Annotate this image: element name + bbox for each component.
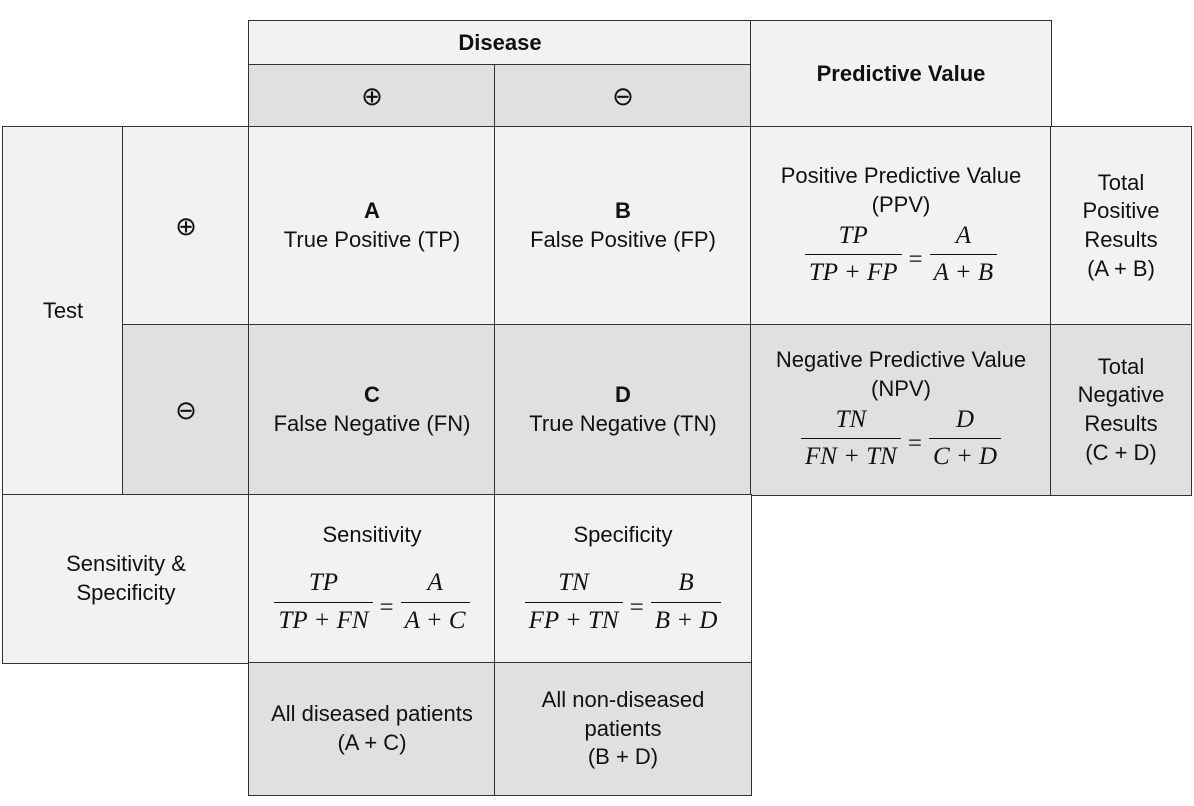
test-positive-row-header: ⊕ <box>122 126 250 326</box>
cell-letter: D <box>615 382 631 408</box>
all-non-diseased-patients: All non-diseased patients (B + D) <box>494 662 752 796</box>
fraction-denominator: FN + TN <box>800 438 901 474</box>
total-line: Results <box>1084 227 1158 252</box>
test-label: Test <box>42 297 84 323</box>
plus-circle-icon: ⊕ <box>175 211 197 241</box>
sensitivity-fraction-terms: TP TP + FN <box>274 567 373 638</box>
equals-sign: = <box>907 430 922 458</box>
test-negative-row-header: ⊖ <box>122 324 250 496</box>
fraction-denominator: C + D <box>928 438 1002 474</box>
fraction-numerator: B <box>678 569 694 597</box>
all-diseased-patients: All diseased patients (A + C) <box>248 662 496 796</box>
ppv-abbr: (PPV) <box>871 192 931 217</box>
specificity-formula: TN FP + TN = B B + D <box>521 567 726 637</box>
sensitivity-cell: Sensitivity TP TP + FN = A A + C <box>248 494 496 664</box>
ppv-fraction-letters: A A + B <box>929 220 998 290</box>
total-negative-results: Total Negative Results (C + D) <box>1050 324 1192 496</box>
total-line: Results <box>1084 411 1158 436</box>
sens-spec-label-line: Specificity <box>76 580 176 605</box>
predictive-value-label: Predictive Value <box>816 60 986 86</box>
total-line: (A + B) <box>1087 255 1155 281</box>
sensitivity-fraction-letters: A A + C <box>400 567 470 638</box>
minus-circle-icon: ⊖ <box>612 81 634 111</box>
equals-sign: = <box>908 246 923 274</box>
fraction-numerator: A <box>955 221 972 249</box>
npv-title: Negative Predictive Value <box>775 347 1027 373</box>
npv-cell: Negative Predictive Value (NPV) TN FN + … <box>750 324 1052 496</box>
sens-spec-label-line: Sensitivity & <box>66 551 186 577</box>
fraction-numerator: TN <box>835 405 867 433</box>
total-line: Positive <box>1082 198 1160 224</box>
cell-label: False Positive (FP) <box>530 227 716 252</box>
sensitivity-formula: TP TP + FN = A A + C <box>270 567 473 637</box>
sens-spec-label-cell: Sensitivity & Specificity <box>2 494 250 664</box>
ppv-formula: TP TP + FP = A A + B <box>801 220 1001 290</box>
specificity-cell: Specificity TN FP + TN = B B + D <box>494 494 752 664</box>
column-total-line: (B + D) <box>587 744 659 770</box>
cell-true-negative: D True Negative (TN) <box>494 324 752 496</box>
total-line: Total <box>1097 353 1145 379</box>
cell-letter: A <box>364 198 380 224</box>
equals-sign: = <box>629 594 644 622</box>
disease-label: Disease <box>458 29 542 55</box>
cell-label: True Negative (TN) <box>529 411 717 436</box>
fraction-numerator: TN <box>558 569 589 597</box>
total-line: Total <box>1097 169 1145 195</box>
specificity-fraction-letters: B B + D <box>650 567 722 638</box>
fraction-numerator: TP <box>308 569 339 597</box>
fraction-numerator: A <box>427 569 443 597</box>
fraction-denominator: A + C <box>400 601 470 638</box>
cell-true-positive: A True Positive (TP) <box>248 126 496 326</box>
fraction-denominator: A + B <box>929 254 998 290</box>
total-line: Negative <box>1077 382 1165 408</box>
plus-circle-icon: ⊕ <box>361 81 383 111</box>
specificity-fraction-terms: TN FP + TN <box>524 567 623 638</box>
npv-formula: TN FN + TN = D C + D <box>797 404 1005 474</box>
column-total-line: All diseased patients <box>271 701 473 727</box>
fraction-numerator: D <box>955 405 975 433</box>
fraction-denominator: TP + FN <box>274 601 373 638</box>
sensitivity-title: Sensitivity <box>322 521 422 547</box>
total-line: (C + D) <box>1085 439 1157 465</box>
ppv-title: Positive Predictive Value <box>780 163 1022 189</box>
minus-circle-icon: ⊖ <box>175 395 197 425</box>
npv-abbr: (NPV) <box>871 376 931 401</box>
fraction-denominator: TP + FP <box>804 254 902 290</box>
specificity-title: Specificity <box>573 521 673 547</box>
equals-sign: = <box>379 594 394 622</box>
npv-fraction-terms: TN FN + TN <box>800 404 901 474</box>
disease-header: Disease <box>248 20 752 66</box>
ppv-cell: Positive Predictive Value (PPV) TP TP + … <box>750 126 1052 326</box>
npv-fraction-letters: D C + D <box>928 404 1002 474</box>
column-total-line: All non-diseased <box>541 687 705 713</box>
fraction-denominator: B + D <box>650 601 722 638</box>
column-total-line: patients <box>584 715 662 741</box>
test-label-cell: Test <box>2 126 124 496</box>
cell-letter: B <box>615 198 631 224</box>
cell-false-positive: B False Positive (FP) <box>494 126 752 326</box>
cell-false-negative: C False Negative (FN) <box>248 324 496 496</box>
disease-negative-header: ⊖ <box>494 64 752 128</box>
fraction-numerator: TP <box>838 221 868 249</box>
cell-label: False Negative (FN) <box>273 411 471 436</box>
ppv-fraction-terms: TP TP + FP <box>804 220 902 290</box>
fraction-denominator: FP + TN <box>524 601 623 638</box>
cell-label: True Positive (TP) <box>283 227 461 252</box>
column-total-line: (A + C) <box>337 730 407 755</box>
cell-letter: C <box>364 382 380 408</box>
total-positive-results: Total Positive Results (A + B) <box>1050 126 1192 326</box>
disease-positive-header: ⊕ <box>248 64 496 128</box>
predictive-value-header: Predictive Value <box>750 20 1052 128</box>
